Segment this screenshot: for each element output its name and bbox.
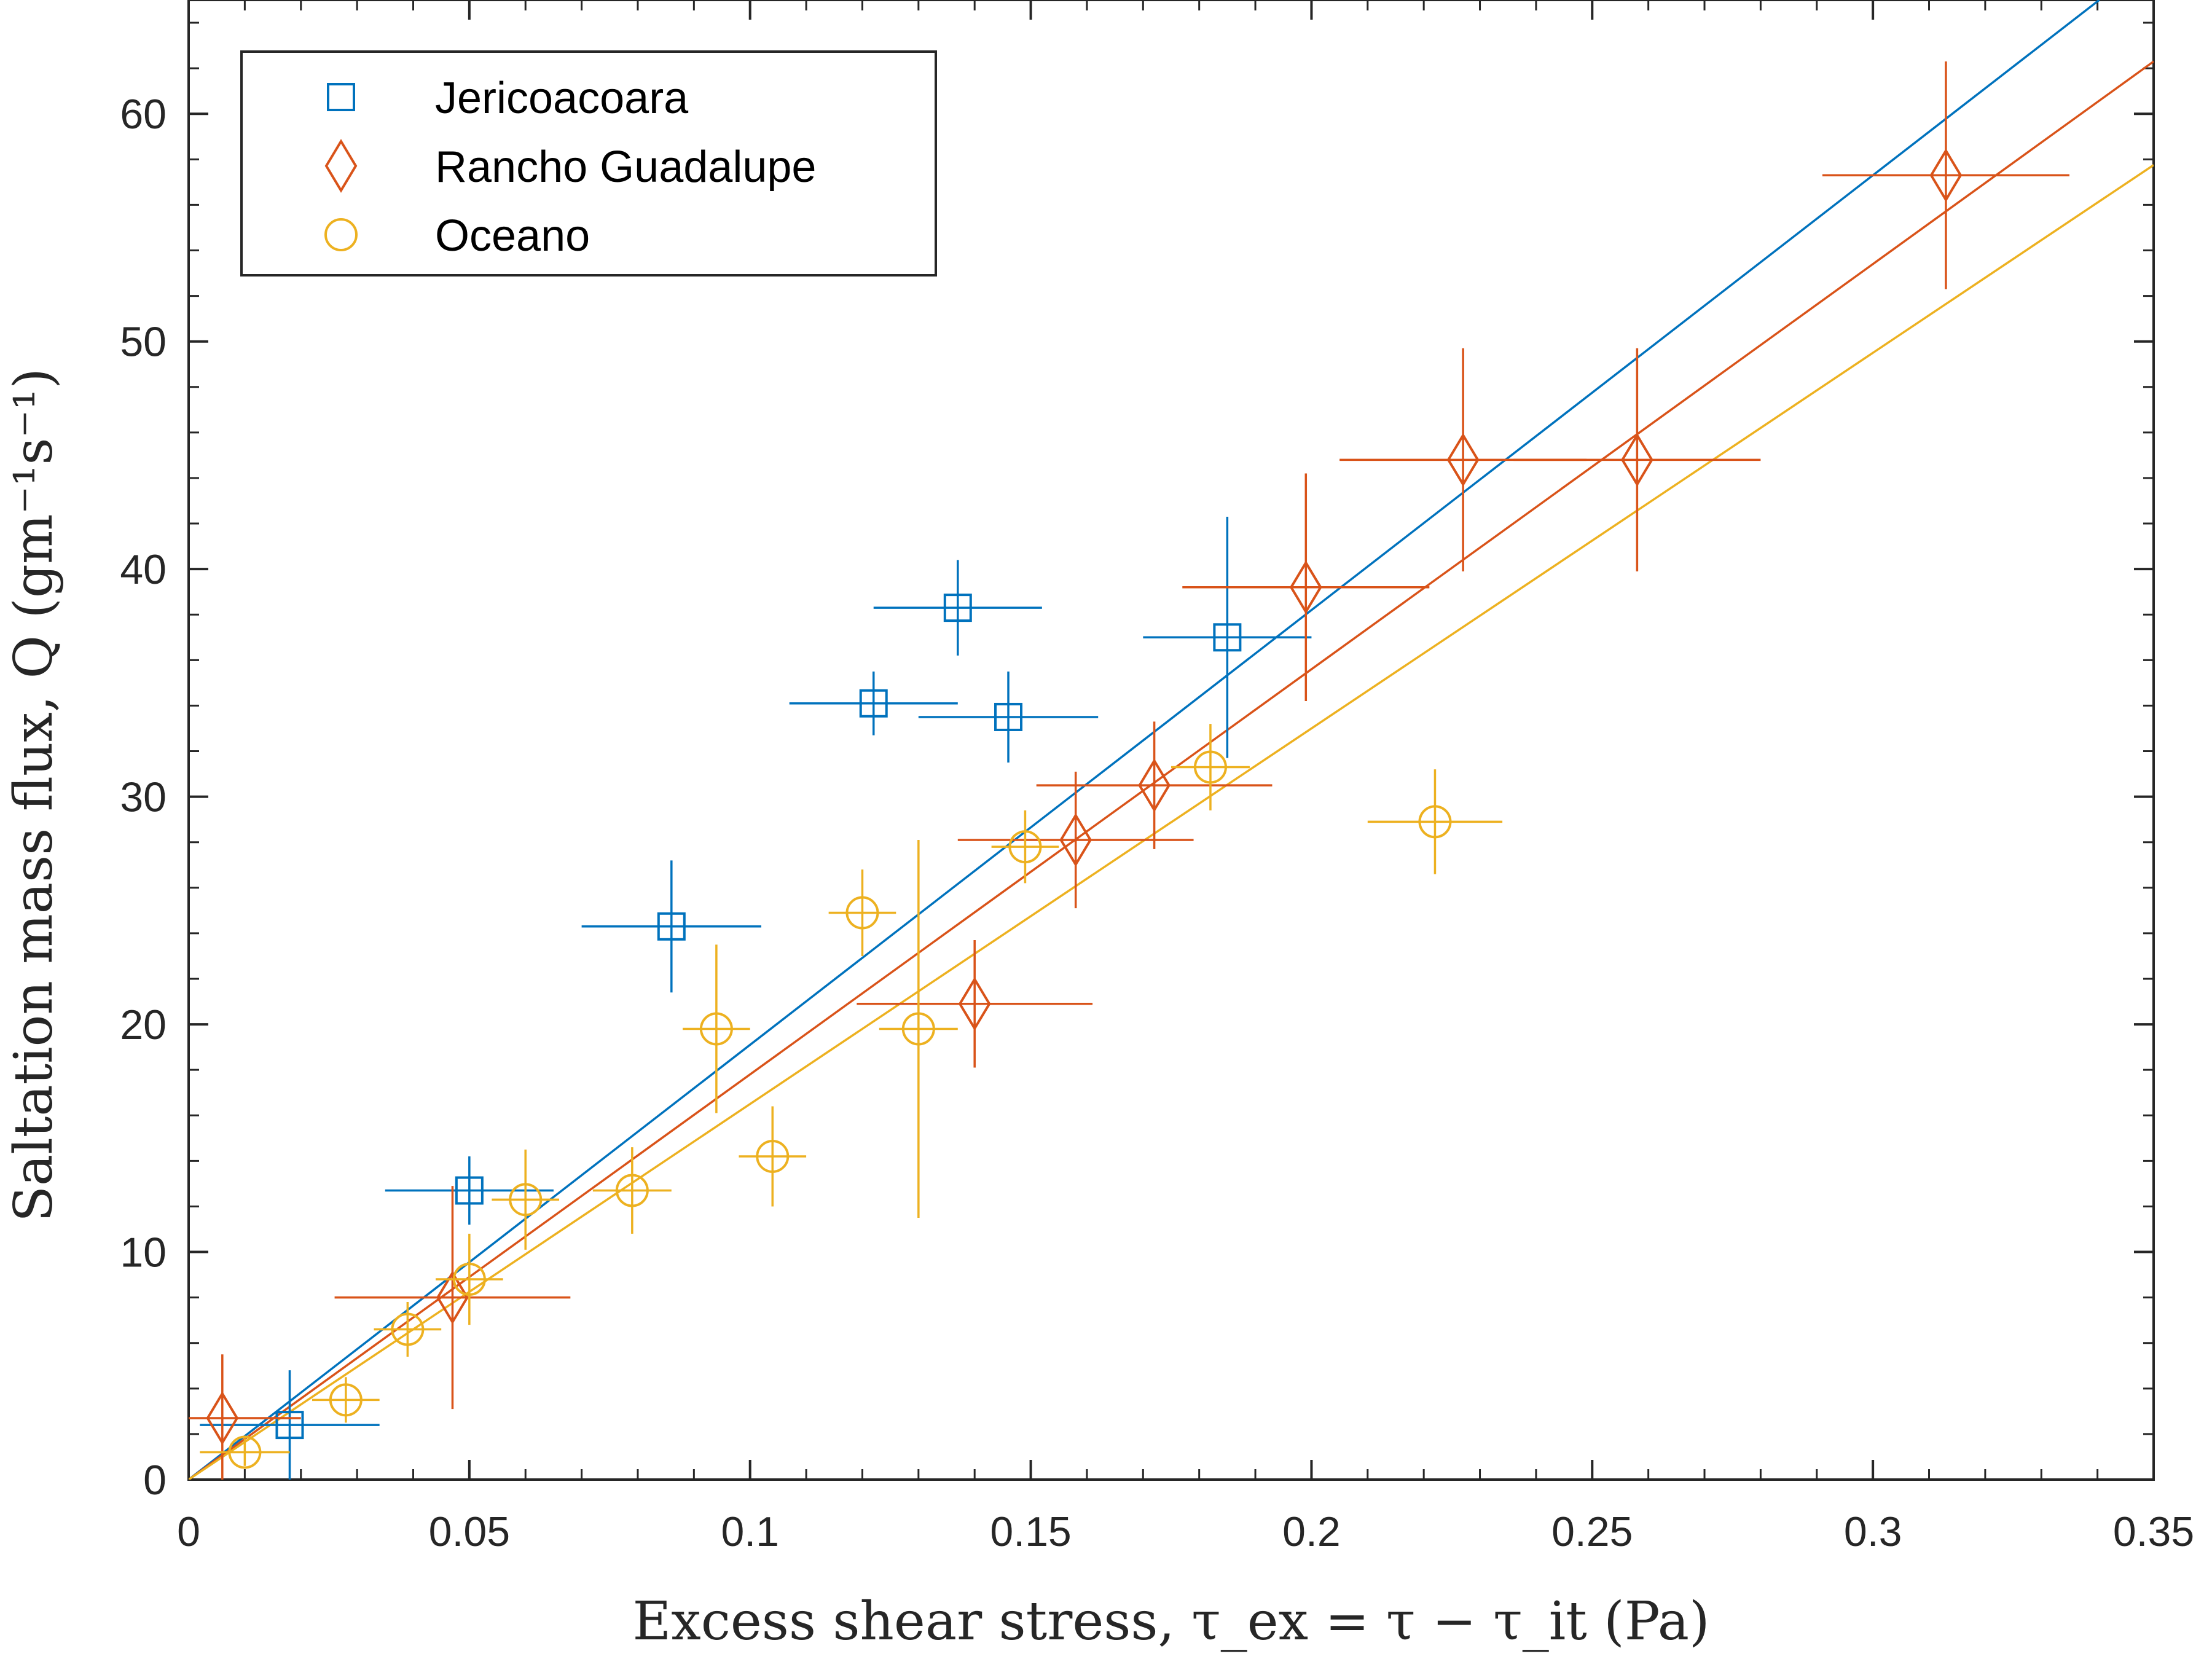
circle-marker	[1418, 805, 1452, 839]
circle-marker	[699, 1012, 733, 1046]
circle-marker	[452, 1262, 486, 1296]
plot-area	[189, 0, 2154, 1480]
y-tick-label: 30	[120, 774, 167, 821]
x-tick-label: 0.3	[1844, 1508, 1902, 1555]
y-tick-label: 50	[120, 319, 167, 366]
square-marker	[1213, 623, 1242, 652]
circle-marker	[1008, 830, 1042, 864]
x-axis-label: Excess shear stress, τ_ex = τ − τ_it (Pa…	[632, 1591, 1709, 1652]
square-marker	[994, 702, 1023, 731]
square-marker	[327, 83, 355, 111]
x-tick-label: 0.15	[990, 1508, 1071, 1555]
legend-label: Oceano	[435, 211, 590, 261]
diamond-marker	[1929, 148, 1963, 203]
legend-label: Rancho Guadalupe	[435, 143, 816, 192]
circle-marker	[756, 1139, 790, 1173]
diamond-marker	[1446, 433, 1480, 487]
y-axis-label: Saltation mass flux, Q (gm⁻¹s⁻¹)	[3, 368, 65, 1222]
x-tick-label: 0.35	[2113, 1508, 2194, 1555]
diamond-marker	[206, 1391, 239, 1445]
fit-line	[189, 0, 2100, 1480]
circle-marker	[391, 1312, 425, 1346]
x-tick-label: 0.2	[1282, 1508, 1341, 1555]
plot-frame	[187, 0, 2155, 1481]
diamond-marker	[1621, 433, 1653, 487]
circle-marker	[615, 1174, 649, 1207]
legend-label: Jericoacoara	[435, 74, 689, 123]
legend: Jericoacoara Rancho Guadalupe Oceano	[240, 50, 937, 276]
series-diamond	[189, 61, 2069, 1480]
square-marker	[657, 912, 686, 941]
x-tick-label: 0	[177, 1508, 200, 1555]
x-tick-label: 0.25	[1551, 1508, 1633, 1555]
y-tick-label: 0	[143, 1457, 167, 1504]
diamond-marker	[324, 139, 358, 193]
series-circle	[200, 724, 1503, 1469]
square-marker	[455, 1176, 484, 1205]
fit-line	[189, 60, 2154, 1480]
diamond-marker	[1289, 560, 1322, 614]
diamond-marker	[958, 976, 991, 1031]
diamond-marker	[1138, 758, 1171, 812]
x-tick-label: 0.05	[429, 1508, 510, 1555]
square-marker	[275, 1411, 304, 1440]
circle-marker	[509, 1183, 543, 1217]
diamond-marker	[436, 1270, 469, 1325]
square-marker	[859, 689, 888, 718]
circle-marker	[1193, 750, 1227, 784]
square-marker	[943, 594, 972, 622]
circle-marker	[845, 896, 879, 930]
circle-marker	[228, 1435, 262, 1469]
x-tick-label: 0.1	[721, 1508, 779, 1555]
diamond-marker	[1059, 813, 1092, 867]
y-tick-label: 10	[120, 1230, 167, 1276]
y-tick-label: 20	[120, 1002, 167, 1048]
circle-marker	[901, 1012, 935, 1046]
series-square	[200, 516, 1312, 1480]
circle-marker	[329, 1383, 363, 1417]
fit-line	[189, 164, 2154, 1480]
y-tick-label: 40	[120, 546, 167, 593]
circle-marker	[324, 218, 358, 251]
y-tick-label: 60	[120, 91, 167, 138]
